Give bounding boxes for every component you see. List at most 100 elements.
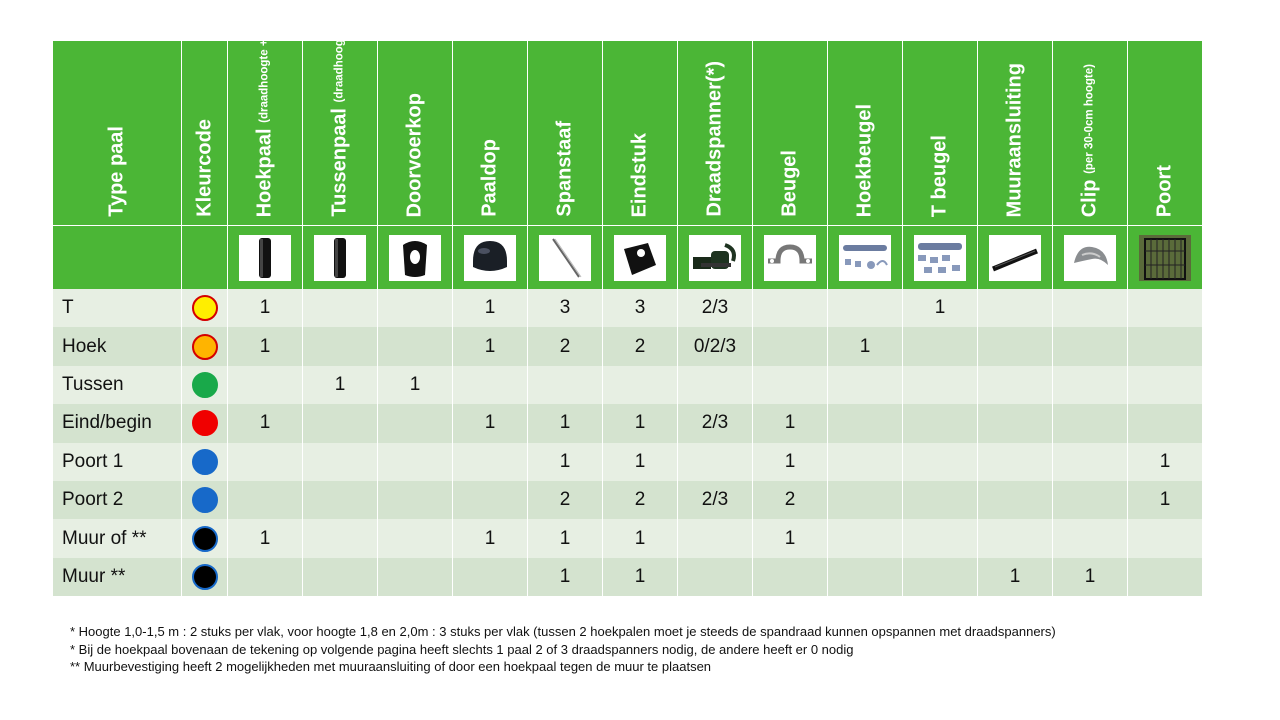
table-cell-spanstaaf: 2	[528, 327, 602, 366]
table-cell-poort	[1128, 557, 1202, 597]
table-cell-spanstaaf: 1	[528, 442, 602, 481]
table-cell-paaldop	[453, 442, 527, 481]
table-cell-clip	[1053, 289, 1127, 328]
column-header-hoekpaal: Hoekpaal (draadhoogte + 80-100cm)	[228, 41, 302, 226]
column-image-doorvoerkop	[378, 226, 452, 289]
table-cell-tussenpaal	[303, 557, 377, 597]
table-cell-tussenpaal	[303, 442, 377, 481]
color-dot	[191, 295, 218, 322]
table-cell-hoekbeugel	[828, 480, 902, 520]
table-cell-tbeugel	[903, 404, 977, 443]
table-cell-doorvoerkop	[378, 557, 452, 597]
column-header-type: Type paal	[53, 41, 181, 226]
table-cell-paaldop	[453, 365, 527, 405]
column-title: Clip	[1078, 179, 1101, 217]
post-icon	[314, 234, 366, 281]
table-cell-hoekbeugel: 1	[828, 327, 902, 366]
column-title: Tussenpaal	[328, 108, 351, 217]
column-header-label: Paaldop	[478, 139, 501, 217]
row-label: Hoek	[53, 327, 181, 366]
table-cell-tussenpaal	[303, 289, 377, 328]
color-code-cell	[182, 442, 227, 481]
table-cell-doorvoerkop	[378, 404, 452, 443]
color-code-cell	[182, 404, 227, 443]
column-header-label: Hoekbeugel	[854, 104, 876, 217]
column-image-paaldop	[453, 226, 527, 289]
table-cell-tbeugel	[903, 442, 977, 481]
table-cell-tbeugel	[903, 480, 977, 520]
table-cell-doorvoerkop	[378, 519, 452, 558]
column-header-label: Spanstaaf	[553, 121, 576, 217]
column-title: Paaldop	[478, 139, 501, 217]
column-header-label: Muuraansluiting	[1004, 63, 1026, 217]
table-cell-muuraansluiting	[978, 327, 1052, 366]
table-cell-draadspanner: 2/3	[678, 289, 752, 328]
t-bracket-icon	[914, 234, 966, 281]
table-cell-paaldop	[453, 557, 527, 597]
column-image-beugel	[753, 226, 827, 289]
post-icon	[239, 234, 291, 281]
table-cell-draadspanner: 0/2/3	[678, 327, 752, 366]
column-header-doorvoerkop: Doorvoerkop	[378, 41, 452, 226]
column-header-label: Poort	[1153, 164, 1176, 217]
table-cell-muuraansluiting	[978, 289, 1052, 328]
column-image-eindstuk	[603, 226, 677, 289]
table-cell-draadspanner	[678, 442, 752, 481]
footnotes: * Hoogte 1,0-1,5 m : 2 stuks per vlak, v…	[70, 623, 1056, 676]
table-cell-tbeugel	[903, 557, 977, 597]
table-cell-beugel	[753, 327, 827, 366]
table-cell-eindstuk: 2	[603, 327, 677, 366]
column-title: Type paal	[105, 126, 128, 217]
color-dot	[191, 563, 218, 590]
column-header-label: Draadspanner(*)	[704, 61, 726, 217]
column-image-type	[53, 226, 181, 289]
column-header-tbeugel: T beugel	[903, 41, 977, 226]
table-cell-eindstuk: 2	[603, 480, 677, 520]
table-cell-spanstaaf: 1	[528, 519, 602, 558]
column-title: Hoekpaal	[253, 128, 276, 217]
column-title: Doorvoerkop	[403, 92, 426, 217]
table-cell-beugel	[753, 557, 827, 597]
table-cell-draadspanner	[678, 557, 752, 597]
column-image-kleur	[182, 226, 227, 289]
table-cell-spanstaaf: 2	[528, 480, 602, 520]
table-cell-muuraansluiting	[978, 519, 1052, 558]
column-header-draadspanner: Draadspanner(*)	[678, 41, 752, 226]
table-cell-spanstaaf: 1	[528, 557, 602, 597]
table-cell-draadspanner	[678, 519, 752, 558]
table-cell-doorvoerkop	[378, 480, 452, 520]
gate-icon	[1139, 234, 1191, 281]
column-subtitle: (draadhoogte + 80-100cm)	[258, 41, 271, 123]
column-header-label: Hoekpaal (draadhoogte + 80-100cm)	[253, 41, 276, 217]
table-cell-tussenpaal	[303, 480, 377, 520]
row-label: Poort 2	[53, 480, 181, 520]
row-label: Eind/begin	[53, 404, 181, 443]
row-label: T	[53, 289, 181, 328]
column-header-beugel: Beugel	[753, 41, 827, 226]
column-header-label: Doorvoerkop	[403, 92, 426, 217]
table-cell-beugel: 2	[753, 480, 827, 520]
column-title: Spanstaaf	[553, 121, 576, 217]
table-cell-hoekpaal	[228, 442, 302, 481]
table-cell-doorvoerkop	[378, 327, 452, 366]
color-code-cell	[182, 289, 227, 328]
color-code-cell	[182, 480, 227, 520]
table-cell-eindstuk: 1	[603, 442, 677, 481]
column-header-tussenpaal: Tussenpaal (draadhoogte + 70-80cm)	[303, 41, 377, 226]
bracket-icon	[764, 234, 816, 281]
table-cell-hoekpaal: 1	[228, 404, 302, 443]
column-header-label: Type paal	[105, 126, 128, 217]
column-header-spanstaaf: Spanstaaf	[528, 41, 602, 226]
column-header-paaldop: Paaldop	[453, 41, 527, 226]
table-cell-beugel	[753, 365, 827, 405]
table-cell-spanstaaf: 1	[528, 404, 602, 443]
column-image-spanstaaf	[528, 226, 602, 289]
footnote-3: ** Muurbevestiging heeft 2 mogelijkheden…	[70, 659, 712, 674]
column-title: Poort	[1153, 164, 1176, 217]
color-code-cell	[182, 327, 227, 366]
table-cell-hoekbeugel	[828, 442, 902, 481]
table-cell-clip	[1053, 327, 1127, 366]
table-cell-eindstuk: 3	[603, 289, 677, 328]
table-cell-spanstaaf: 3	[528, 289, 602, 328]
color-dot	[191, 525, 218, 552]
